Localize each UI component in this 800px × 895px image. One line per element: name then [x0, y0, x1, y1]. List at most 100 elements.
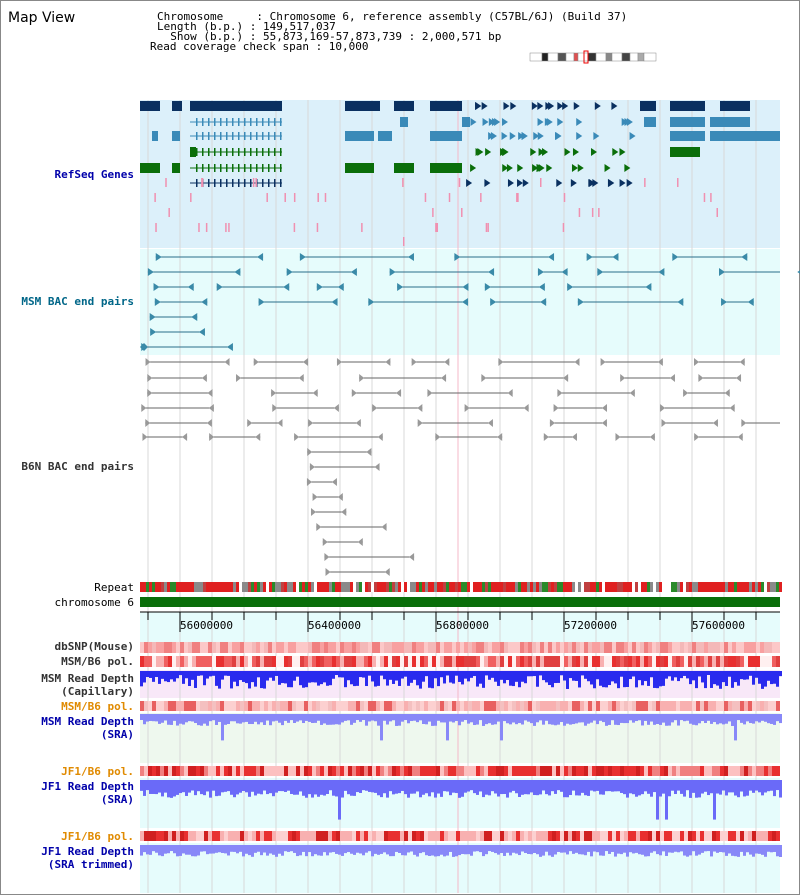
depth-bar	[647, 845, 650, 857]
depth-bar	[542, 845, 545, 856]
ideogram-band	[557, 52, 567, 62]
depth-bar	[341, 714, 344, 723]
depth-bar	[203, 780, 206, 796]
heat-cell	[432, 701, 436, 711]
depth-bar	[641, 714, 644, 726]
heat-cell	[452, 766, 456, 776]
depth-bar	[350, 845, 353, 854]
depth-bar	[281, 845, 284, 856]
heat-cell	[260, 701, 264, 711]
depth-bar	[371, 671, 374, 682]
repeat-element	[194, 582, 197, 592]
repeat-element	[644, 582, 647, 592]
depth-bar	[152, 671, 155, 682]
depth-bar	[335, 845, 338, 854]
depth-bar	[392, 671, 395, 684]
depth-bar	[296, 714, 299, 722]
heat-cell	[724, 656, 728, 667]
depth-bar	[341, 845, 344, 856]
heat-cell	[240, 656, 244, 667]
heat-cell	[464, 642, 468, 653]
depth-bar	[638, 780, 641, 796]
heat-cell	[372, 766, 376, 776]
depth-bar	[491, 845, 494, 852]
repeat-element	[170, 582, 173, 592]
heat-cell	[552, 656, 556, 667]
depth-bar	[551, 671, 554, 688]
heat-cell	[316, 766, 320, 776]
depth-bar	[227, 845, 230, 856]
heat-cell	[180, 766, 184, 776]
repeat-element	[608, 582, 611, 592]
gene-small-feature	[154, 193, 156, 202]
depth-bar	[635, 780, 638, 797]
depth-bar	[530, 845, 533, 855]
heat-cell	[588, 656, 592, 667]
depth-bar	[308, 671, 311, 683]
heat-cell	[464, 831, 468, 841]
gene-small-feature	[190, 193, 192, 202]
repeat-element	[623, 582, 626, 592]
heat-cell	[292, 766, 296, 776]
depth-bar	[716, 780, 719, 794]
heat-cell	[164, 766, 168, 776]
depth-bar	[368, 714, 371, 722]
axis-tick-label: 57200000	[564, 619, 617, 632]
heat-cell	[556, 831, 560, 841]
bac-end-marker	[739, 358, 745, 366]
depth-bar	[344, 671, 347, 688]
depth-bar	[545, 845, 548, 852]
repeat-element	[308, 582, 311, 592]
heat-cell	[528, 766, 532, 776]
heat-cell	[396, 642, 400, 653]
heat-cell	[696, 766, 700, 776]
depth-bar	[335, 671, 338, 676]
heat-cell	[532, 701, 536, 711]
heat-cell	[356, 642, 360, 653]
heat-cell	[412, 642, 416, 653]
bac-end-marker	[206, 419, 212, 427]
depth-bar	[773, 714, 776, 725]
repeat-element	[458, 582, 461, 592]
axis-tick-label: 56400000	[308, 619, 361, 632]
heat-cell	[492, 701, 496, 711]
depth-bar	[659, 780, 662, 797]
depth-bar	[167, 845, 170, 854]
depth-bar	[647, 714, 650, 725]
depth-bar	[518, 714, 521, 724]
depth-bar	[197, 845, 200, 856]
depth-bar	[722, 671, 725, 683]
depth-bar	[212, 845, 215, 854]
depth-bar	[473, 780, 476, 794]
depth-bar	[371, 780, 374, 793]
heat-cell	[668, 766, 672, 776]
repeat-element	[155, 582, 158, 592]
gene-exon-block	[140, 101, 160, 111]
gene-exon-tick	[232, 148, 234, 156]
heat-cell	[760, 656, 764, 667]
depth-bar	[536, 845, 539, 855]
depth-bar	[458, 671, 461, 682]
heat-cell	[664, 656, 668, 667]
heat-cell	[340, 766, 344, 776]
depth-bar	[188, 845, 191, 855]
depth-bar	[617, 845, 620, 854]
depth-bar	[680, 780, 683, 794]
gene-small-feature	[710, 193, 712, 202]
gene-exon-tick	[238, 179, 240, 187]
gene-small-feature	[487, 223, 489, 232]
depth-bar	[236, 671, 239, 687]
depth-bar	[290, 714, 293, 721]
heat-cell	[496, 766, 500, 776]
depth-bar	[410, 780, 413, 794]
depth-bar	[521, 845, 524, 852]
depth-bar	[365, 671, 368, 687]
depth-bar	[617, 671, 620, 689]
depth-bar	[752, 845, 755, 857]
heat-cell	[596, 831, 600, 841]
depth-bar	[479, 714, 482, 721]
heat-cell	[440, 701, 444, 711]
depth-bar	[623, 780, 626, 795]
heat-cell	[756, 831, 760, 841]
